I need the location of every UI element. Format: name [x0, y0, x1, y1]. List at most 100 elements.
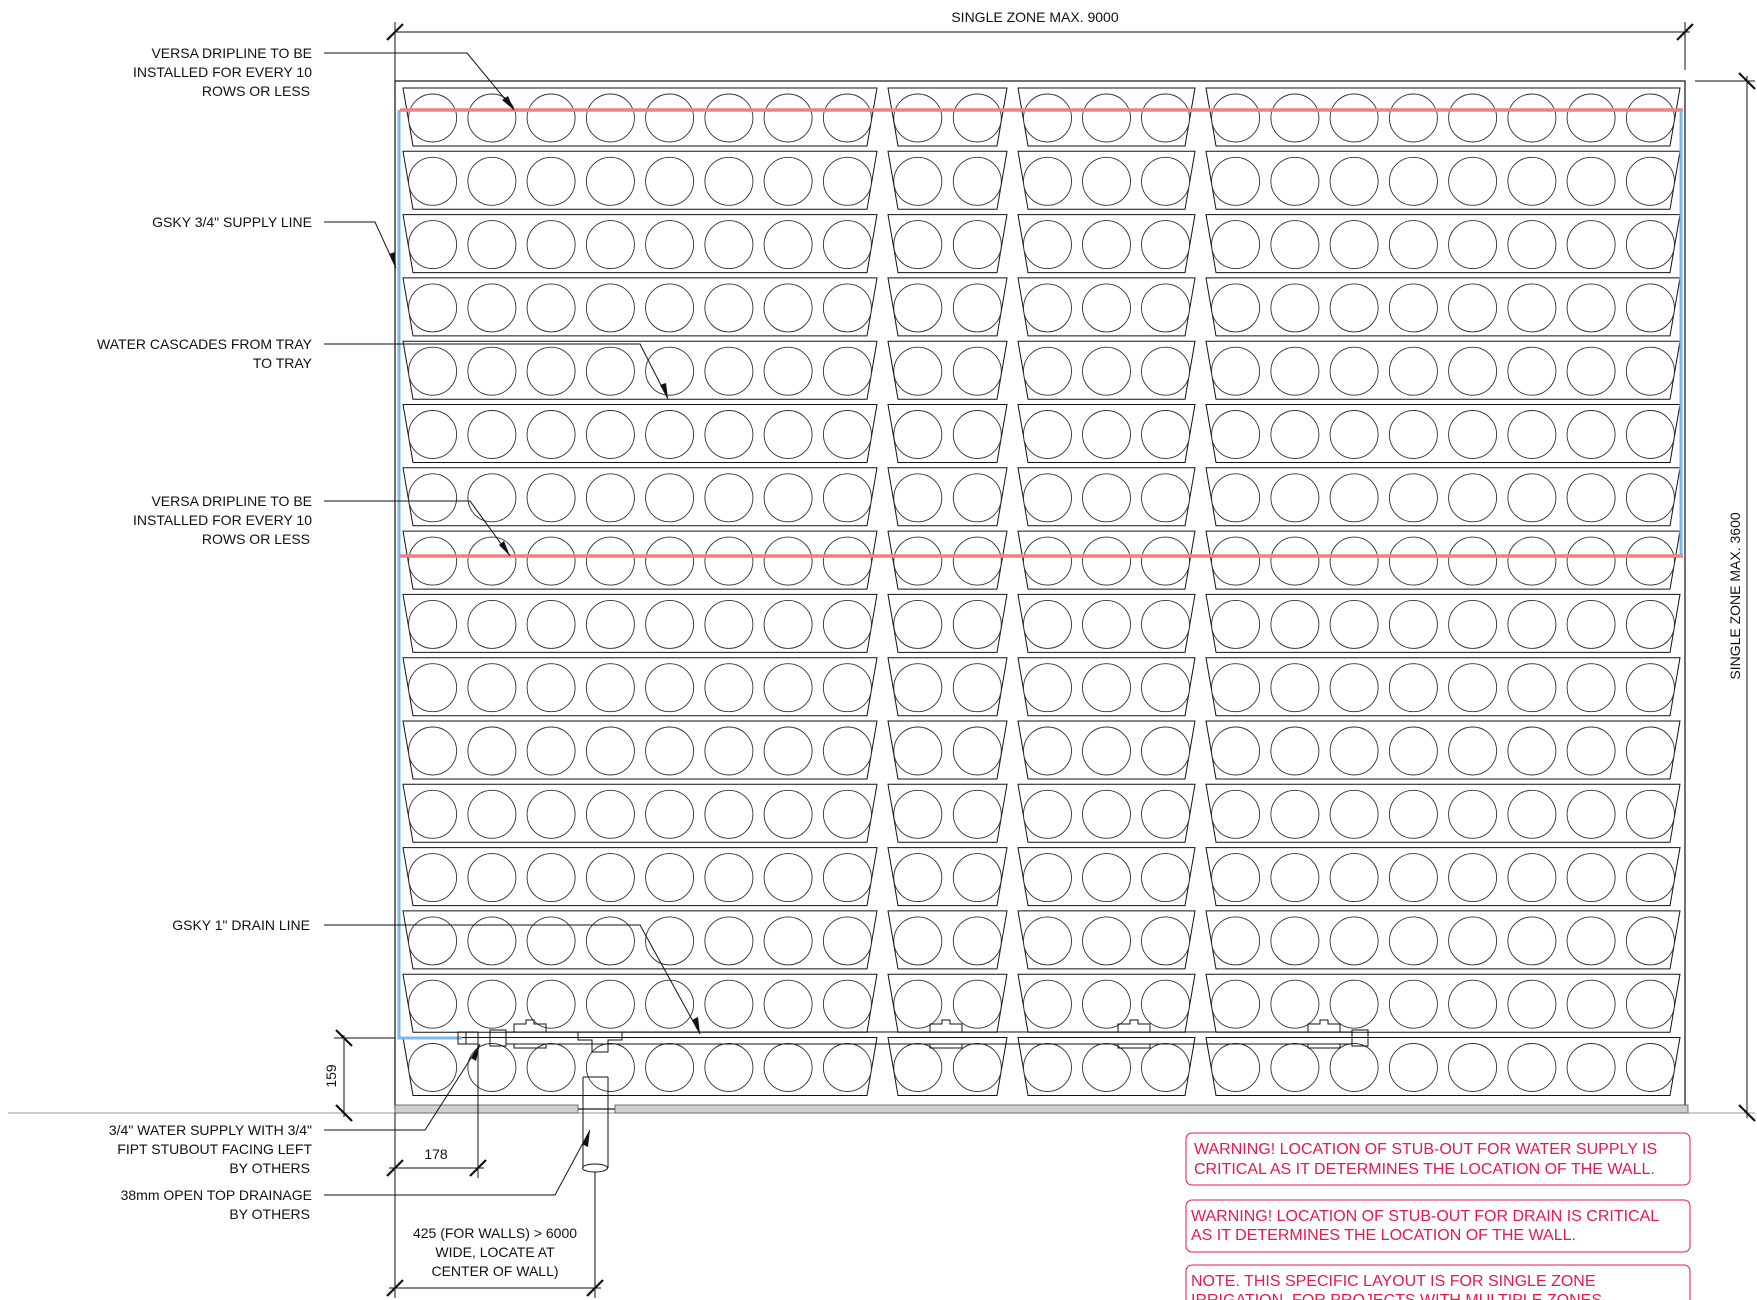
plant-pot — [1141, 663, 1190, 713]
plant-pot — [1625, 410, 1675, 459]
tray — [1205, 1037, 1681, 1096]
plant-pot — [1507, 663, 1557, 713]
plant-pot — [645, 916, 695, 966]
plant-pot — [952, 220, 1002, 270]
tray — [402, 530, 878, 590]
plant-pot — [1566, 916, 1616, 966]
plant-pot — [893, 789, 943, 839]
plant-pot — [893, 346, 943, 396]
plant-pot — [1625, 853, 1675, 903]
plant-pot — [1448, 663, 1498, 713]
plant-pot — [1023, 283, 1072, 333]
plant-pot — [1625, 789, 1675, 839]
plant-pot — [1388, 473, 1438, 523]
top-dimension-label: SINGLE ZONE MAX. 9000 — [951, 9, 1118, 25]
plant-pot — [408, 156, 458, 206]
plant-pot — [1625, 726, 1675, 776]
plant-pot — [822, 789, 872, 839]
plant-pot — [1329, 1043, 1379, 1092]
plant-pot — [585, 663, 635, 713]
plant-pot — [1507, 853, 1557, 903]
plant-pot — [763, 916, 813, 966]
plant-pot — [952, 410, 1002, 459]
plant-pot — [1211, 789, 1261, 839]
plant-pot — [1329, 473, 1379, 523]
plant-pot — [1211, 410, 1261, 459]
plant-pot — [1082, 663, 1131, 713]
plant-pot — [408, 93, 458, 143]
plant-pot — [1388, 789, 1438, 839]
plant-pot — [645, 283, 695, 333]
drain-tee-fitting — [929, 1019, 963, 1049]
plant-pot — [1448, 410, 1498, 459]
plant-pot — [822, 1043, 872, 1092]
plant-pot — [1141, 726, 1190, 776]
plant-pot — [822, 853, 872, 903]
floor-slab-right — [614, 1104, 1689, 1114]
plant-pot — [585, 156, 635, 206]
plant-pot — [1329, 599, 1379, 649]
plant-pot — [1388, 979, 1438, 1029]
plant-pot — [408, 979, 458, 1029]
plant-pot — [893, 663, 943, 713]
plant-pot — [763, 979, 813, 1029]
plant-pot — [1211, 853, 1261, 903]
plant-pot — [1211, 599, 1261, 649]
plant-pot — [1141, 599, 1190, 649]
drain-tee-fitting — [1307, 1019, 1341, 1049]
plant-pot — [822, 346, 872, 396]
plant-pot — [408, 599, 458, 649]
plant-pot — [822, 93, 872, 143]
plant-pot — [952, 1043, 1002, 1092]
plant-pot — [1141, 916, 1190, 966]
plant-pot — [1329, 789, 1379, 839]
tray — [1205, 214, 1681, 274]
plant-pot — [704, 663, 754, 713]
plant-pot — [1448, 853, 1498, 903]
plant-pot — [1141, 789, 1190, 839]
plant-pot — [1625, 599, 1675, 649]
callout-open-drain-2: BY OTHERS — [229, 1206, 310, 1222]
warning-box-supply — [1185, 1132, 1691, 1186]
plant-pot — [704, 853, 754, 903]
plant-pot — [1329, 536, 1379, 586]
plant-pot — [763, 156, 813, 206]
plant-pot — [408, 536, 458, 586]
plant-pot — [1507, 156, 1557, 206]
plant-pot — [1507, 1043, 1557, 1092]
plant-pot — [952, 663, 1002, 713]
plant-pot — [526, 916, 576, 966]
plant-pot — [1082, 1043, 1131, 1092]
plant-pot — [1329, 726, 1379, 776]
plant-pot — [645, 979, 695, 1029]
note-line-2: IRRIGATION. FOR PROJECTS WITH MULTIPLE Z… — [1191, 1292, 1602, 1300]
plant-pot — [1448, 726, 1498, 776]
plant-pot — [704, 1043, 754, 1092]
tray — [1205, 783, 1681, 843]
plant-pot — [1388, 93, 1438, 143]
plant-pot — [526, 599, 576, 649]
plant-pot — [1507, 726, 1557, 776]
plant-pot — [467, 156, 517, 206]
stub-offset-dimension: 178 — [386, 1044, 487, 1178]
plant-pot — [1329, 220, 1379, 270]
callout-drain-line: GSKY 1" DRAIN LINE — [172, 917, 310, 933]
plant-pot — [467, 346, 517, 396]
plant-pot — [585, 853, 635, 903]
callout-water-supply-1: 3/4" WATER SUPPLY WITH 3/4" — [109, 1122, 312, 1138]
plant-pot — [585, 93, 635, 143]
plant-pot — [1270, 93, 1320, 143]
plant-pot — [822, 916, 872, 966]
plant-pot — [408, 853, 458, 903]
plant-pot — [408, 1043, 458, 1092]
tray — [402, 720, 878, 780]
tray — [1205, 277, 1681, 337]
plant-pot — [526, 220, 576, 270]
tray — [1205, 467, 1681, 527]
callout-dripline-top-1: VERSA DRIPLINE TO BE — [151, 45, 312, 61]
drain-pipe-end-right — [1351, 1029, 1369, 1047]
plant-pot — [526, 410, 576, 459]
plant-pot — [585, 1043, 635, 1092]
plant-pot — [1023, 346, 1072, 396]
plant-pot — [1023, 663, 1072, 713]
